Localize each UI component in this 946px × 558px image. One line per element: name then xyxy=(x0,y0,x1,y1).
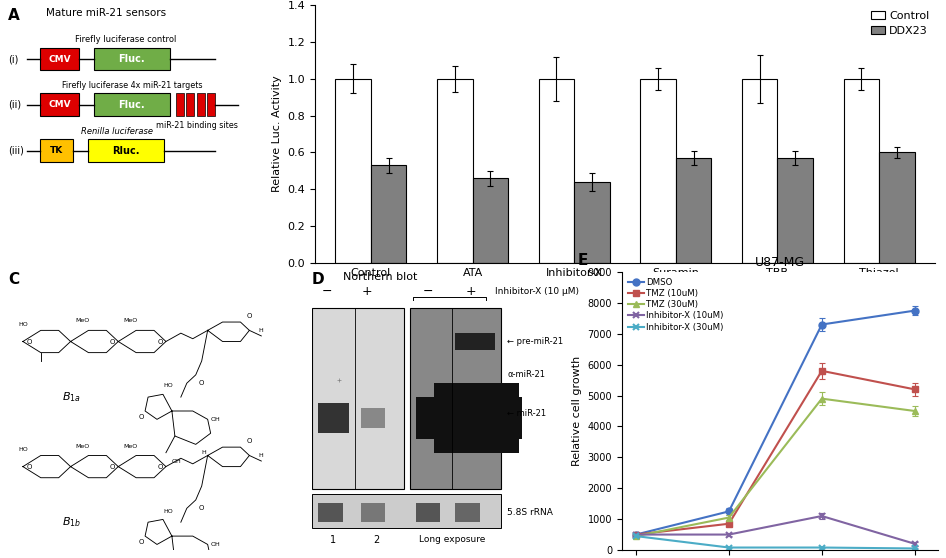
Text: (i): (i) xyxy=(8,54,18,64)
Text: +: + xyxy=(465,285,476,298)
Text: HO: HO xyxy=(163,383,173,388)
Text: H: H xyxy=(201,450,206,455)
Text: HO: HO xyxy=(163,508,173,513)
Text: CMV: CMV xyxy=(48,100,71,109)
Text: OH: OH xyxy=(172,459,182,464)
Text: OH: OH xyxy=(211,417,220,422)
Text: miR-21 binding sites: miR-21 binding sites xyxy=(156,122,237,131)
Text: D: D xyxy=(312,272,324,287)
Text: 5.8S rRNA: 5.8S rRNA xyxy=(507,508,553,517)
Bar xyxy=(574,182,610,263)
Text: 1: 1 xyxy=(330,535,337,545)
Text: HO: HO xyxy=(18,448,27,453)
Bar xyxy=(176,93,184,117)
Text: (ii): (ii) xyxy=(8,100,21,110)
Bar xyxy=(207,93,215,117)
Bar xyxy=(335,79,371,263)
Bar xyxy=(41,93,79,117)
Bar xyxy=(410,308,501,489)
Text: C: C xyxy=(8,272,19,287)
Text: +: + xyxy=(361,285,372,298)
Text: Inhibitor-X (10 μM): Inhibitor-X (10 μM) xyxy=(495,287,579,296)
Bar xyxy=(434,383,519,453)
Text: MeO: MeO xyxy=(123,444,137,449)
Text: H: H xyxy=(258,453,263,458)
Bar xyxy=(41,47,79,70)
Text: Mature miR-21 sensors: Mature miR-21 sensors xyxy=(46,8,166,18)
Text: −: − xyxy=(322,285,332,298)
Bar xyxy=(742,79,778,263)
Text: 2: 2 xyxy=(373,535,379,545)
Bar xyxy=(318,403,348,433)
Bar xyxy=(640,79,675,263)
Text: A: A xyxy=(8,8,20,23)
Text: α-miR-21: α-miR-21 xyxy=(507,371,545,379)
Y-axis label: Relative cell growth: Relative cell growth xyxy=(572,356,582,466)
Bar xyxy=(455,333,495,350)
Text: (iii): (iii) xyxy=(8,146,24,156)
Bar xyxy=(371,165,407,263)
Text: Long exposure: Long exposure xyxy=(419,535,485,543)
Text: ← miR-21: ← miR-21 xyxy=(507,409,547,418)
Text: HO: HO xyxy=(18,323,27,328)
Bar xyxy=(473,178,508,263)
Bar xyxy=(88,140,165,162)
Bar xyxy=(360,408,385,427)
Bar xyxy=(318,503,342,522)
Bar xyxy=(437,79,473,263)
Text: $B_{1b}$: $B_{1b}$ xyxy=(61,515,80,529)
Text: −: − xyxy=(423,285,433,298)
Text: CMV: CMV xyxy=(48,55,71,64)
Text: Renilla luciferase: Renilla luciferase xyxy=(81,127,153,136)
Text: O: O xyxy=(157,339,163,344)
Text: O: O xyxy=(246,439,252,444)
Text: O: O xyxy=(246,313,252,319)
Bar xyxy=(360,503,385,522)
Bar xyxy=(675,158,711,263)
Bar xyxy=(197,93,204,117)
Text: MeO: MeO xyxy=(76,444,90,449)
Bar xyxy=(312,308,404,489)
Text: Fluc.: Fluc. xyxy=(118,100,146,110)
Bar xyxy=(538,79,574,263)
Bar xyxy=(455,503,480,522)
Y-axis label: Relative Luc. Activity: Relative Luc. Activity xyxy=(272,76,282,193)
Text: Fluc.: Fluc. xyxy=(118,54,146,64)
Text: O: O xyxy=(26,464,31,470)
Bar xyxy=(312,494,501,528)
Text: MeO: MeO xyxy=(123,319,137,324)
Legend: Control, DDX23: Control, DDX23 xyxy=(871,11,929,36)
Bar xyxy=(879,152,915,263)
Bar xyxy=(186,93,195,117)
Text: Firefly luciferase control: Firefly luciferase control xyxy=(76,35,177,44)
Bar xyxy=(41,140,73,162)
Text: Firefly luciferase 4x miR-21 targets: Firefly luciferase 4x miR-21 targets xyxy=(61,80,202,90)
Text: $B_{1a}$: $B_{1a}$ xyxy=(61,390,80,404)
Text: O: O xyxy=(110,464,115,470)
Bar xyxy=(94,93,170,117)
Text: O: O xyxy=(157,464,163,470)
Bar xyxy=(415,503,440,522)
Text: OH: OH xyxy=(211,542,220,547)
Title: U87-MG: U87-MG xyxy=(755,257,805,270)
Text: Rluc.: Rluc. xyxy=(113,146,140,156)
Bar xyxy=(778,158,813,263)
Text: O: O xyxy=(199,506,204,511)
Text: MeO: MeO xyxy=(76,319,90,324)
Bar xyxy=(415,397,522,439)
Text: B: B xyxy=(272,0,283,2)
Text: O: O xyxy=(26,339,31,344)
Text: H: H xyxy=(258,328,263,333)
Text: Northern blot: Northern blot xyxy=(342,272,417,282)
Bar xyxy=(844,79,879,263)
Text: ← pre-miR-21: ← pre-miR-21 xyxy=(507,337,563,346)
Text: O: O xyxy=(110,339,115,344)
Bar xyxy=(94,47,170,70)
Text: O: O xyxy=(139,413,145,420)
Legend: DMSO, TMZ (10uM), TMZ (30uM), Inhibitor-X (10uM), Inhibitor-X (30uM): DMSO, TMZ (10uM), TMZ (30uM), Inhibitor-… xyxy=(626,276,726,333)
Text: O: O xyxy=(199,380,204,386)
Text: TK: TK xyxy=(50,146,63,155)
Text: E: E xyxy=(578,253,588,267)
Text: O: O xyxy=(139,538,145,545)
